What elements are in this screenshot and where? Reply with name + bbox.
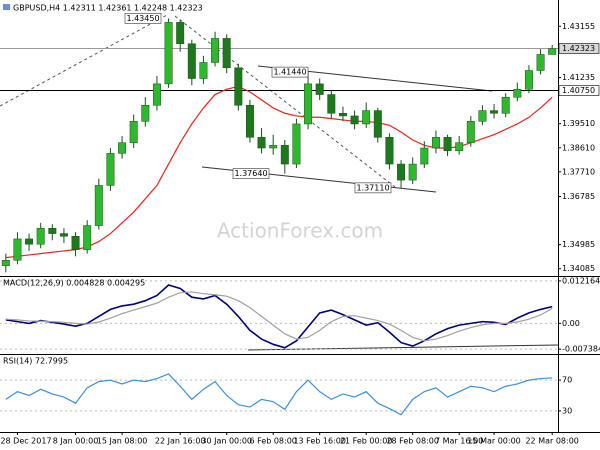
y-tick-label: 70: [562, 376, 572, 385]
candle-body: [455, 142, 464, 151]
x-tick-label: 28 Dec 2017: [0, 437, 51, 446]
candle-body: [36, 227, 45, 245]
candle-body: [94, 185, 103, 226]
candle-body: [152, 83, 161, 106]
indicator-line: [5, 291, 553, 342]
candle-body: [129, 121, 138, 143]
trend-line: [247, 344, 559, 351]
y-tick-label: 1.43155: [562, 22, 595, 31]
x-tick-label: 13 Feb 16:00: [293, 437, 345, 446]
annotation-box: [124, 13, 162, 24]
y-tick-label: 1.41235: [562, 73, 595, 82]
candle-body: [292, 123, 301, 165]
candle-body: [397, 163, 406, 181]
y-tick-label: -0.007384: [562, 345, 600, 354]
candle-body: [106, 153, 115, 186]
candle-body: [48, 227, 57, 234]
annotation-label: 1.37640: [234, 169, 267, 178]
candle-body: [362, 110, 371, 125]
x-tick-label: 15 Jan 08:00: [97, 437, 148, 446]
candle-body: [408, 163, 417, 181]
candle-body: [327, 94, 336, 114]
candle-body: [141, 104, 150, 122]
y-tick-label: 1.38610: [562, 143, 595, 152]
candle-body: [338, 113, 347, 117]
candle-body: [222, 38, 231, 69]
candle-body: [13, 238, 22, 261]
candle-body: [385, 137, 394, 165]
candle-body: [234, 67, 243, 106]
candle-body: [1, 260, 10, 266]
x-tick-label: 22 Jan 16:00: [155, 437, 206, 446]
trend-line: [174, 15, 396, 188]
candle-body: [118, 142, 127, 154]
candle-body: [71, 235, 80, 250]
candle-body: [187, 43, 196, 79]
candle-body: [176, 22, 185, 45]
watermark: ActionForex.com: [217, 219, 383, 243]
candle-body: [478, 110, 487, 122]
x-tick-label: 7 Mar 16:00: [435, 437, 483, 446]
candle-body: [211, 38, 220, 63]
y-tick-label: 1.37710: [562, 167, 595, 176]
candle-body: [524, 70, 533, 90]
x-tick-label: 8 Jan 00:00: [53, 437, 99, 446]
candle-body: [199, 62, 208, 79]
x-tick-label: 15 Mar 00:00: [467, 437, 520, 446]
y-tick-label: 1.34085: [562, 264, 595, 273]
x-tick-label: 21 Feb 00:00: [340, 437, 392, 446]
candle-body: [443, 137, 452, 151]
candle-body: [280, 145, 289, 165]
annotation-label: 1.41440: [273, 68, 306, 77]
indicator-line: [5, 373, 553, 416]
candle-body: [83, 225, 92, 250]
indicator-line: [5, 284, 553, 349]
candle-body: [501, 96, 510, 114]
candle-body: [304, 83, 313, 125]
x-tick-label: 22 Mar 08:00: [525, 437, 578, 446]
plot-area: 1.43155 1.41235 1.39510 1.38610 1.37710 1.367…: [0, 13, 600, 446]
candle-body: [536, 54, 545, 71]
candle-body: [420, 147, 429, 165]
y-tick-label: 30: [562, 406, 572, 415]
annotation-label: 1.43450: [126, 14, 159, 23]
candle-body: [315, 83, 324, 95]
candle-body: [245, 104, 254, 138]
candle-body: [269, 145, 278, 149]
y-tick-label: 1.34985: [562, 240, 595, 249]
annotation-label: 1.37110: [356, 183, 389, 192]
rsi-title: RSI(14) 72.7995: [3, 357, 68, 366]
y-tick-label: 0.012164: [562, 276, 600, 285]
x-tick-label: 6 Feb 08:00: [249, 437, 296, 446]
candle-body: [257, 137, 266, 149]
candle-body: [431, 137, 440, 149]
annotation-box: [271, 66, 309, 78]
y-tick-label: 1.39510: [562, 119, 595, 128]
candle-body: [548, 48, 557, 55]
x-tick-label: 30 Jan 00:00: [201, 437, 252, 446]
x-tick-label: 28 Feb 08:00: [386, 437, 438, 446]
symbol-icon: [3, 4, 10, 10]
candle-body: [513, 88, 522, 98]
candle-body: [466, 121, 475, 143]
candle-body: [59, 233, 68, 237]
annotation-box: [232, 168, 270, 179]
y-tick-label: 1.36785: [562, 192, 595, 201]
macd-title: MACD(12,26,9) 0.004828 0.004295: [3, 279, 145, 288]
annotation-box: [354, 182, 392, 194]
candle-body: [373, 110, 382, 138]
candle-body: [25, 238, 34, 245]
level-label: 1.40750: [562, 86, 595, 95]
chart-title: GBPUSD,H4 1.42311 1.42361 1.42248 1.4232…: [13, 4, 203, 13]
candle-body: [164, 22, 173, 85]
candle-body: [490, 110, 499, 114]
y-tick-label: 0.00: [562, 319, 580, 328]
candle-body: [350, 115, 359, 125]
level-label: 1.42323: [562, 44, 595, 53]
